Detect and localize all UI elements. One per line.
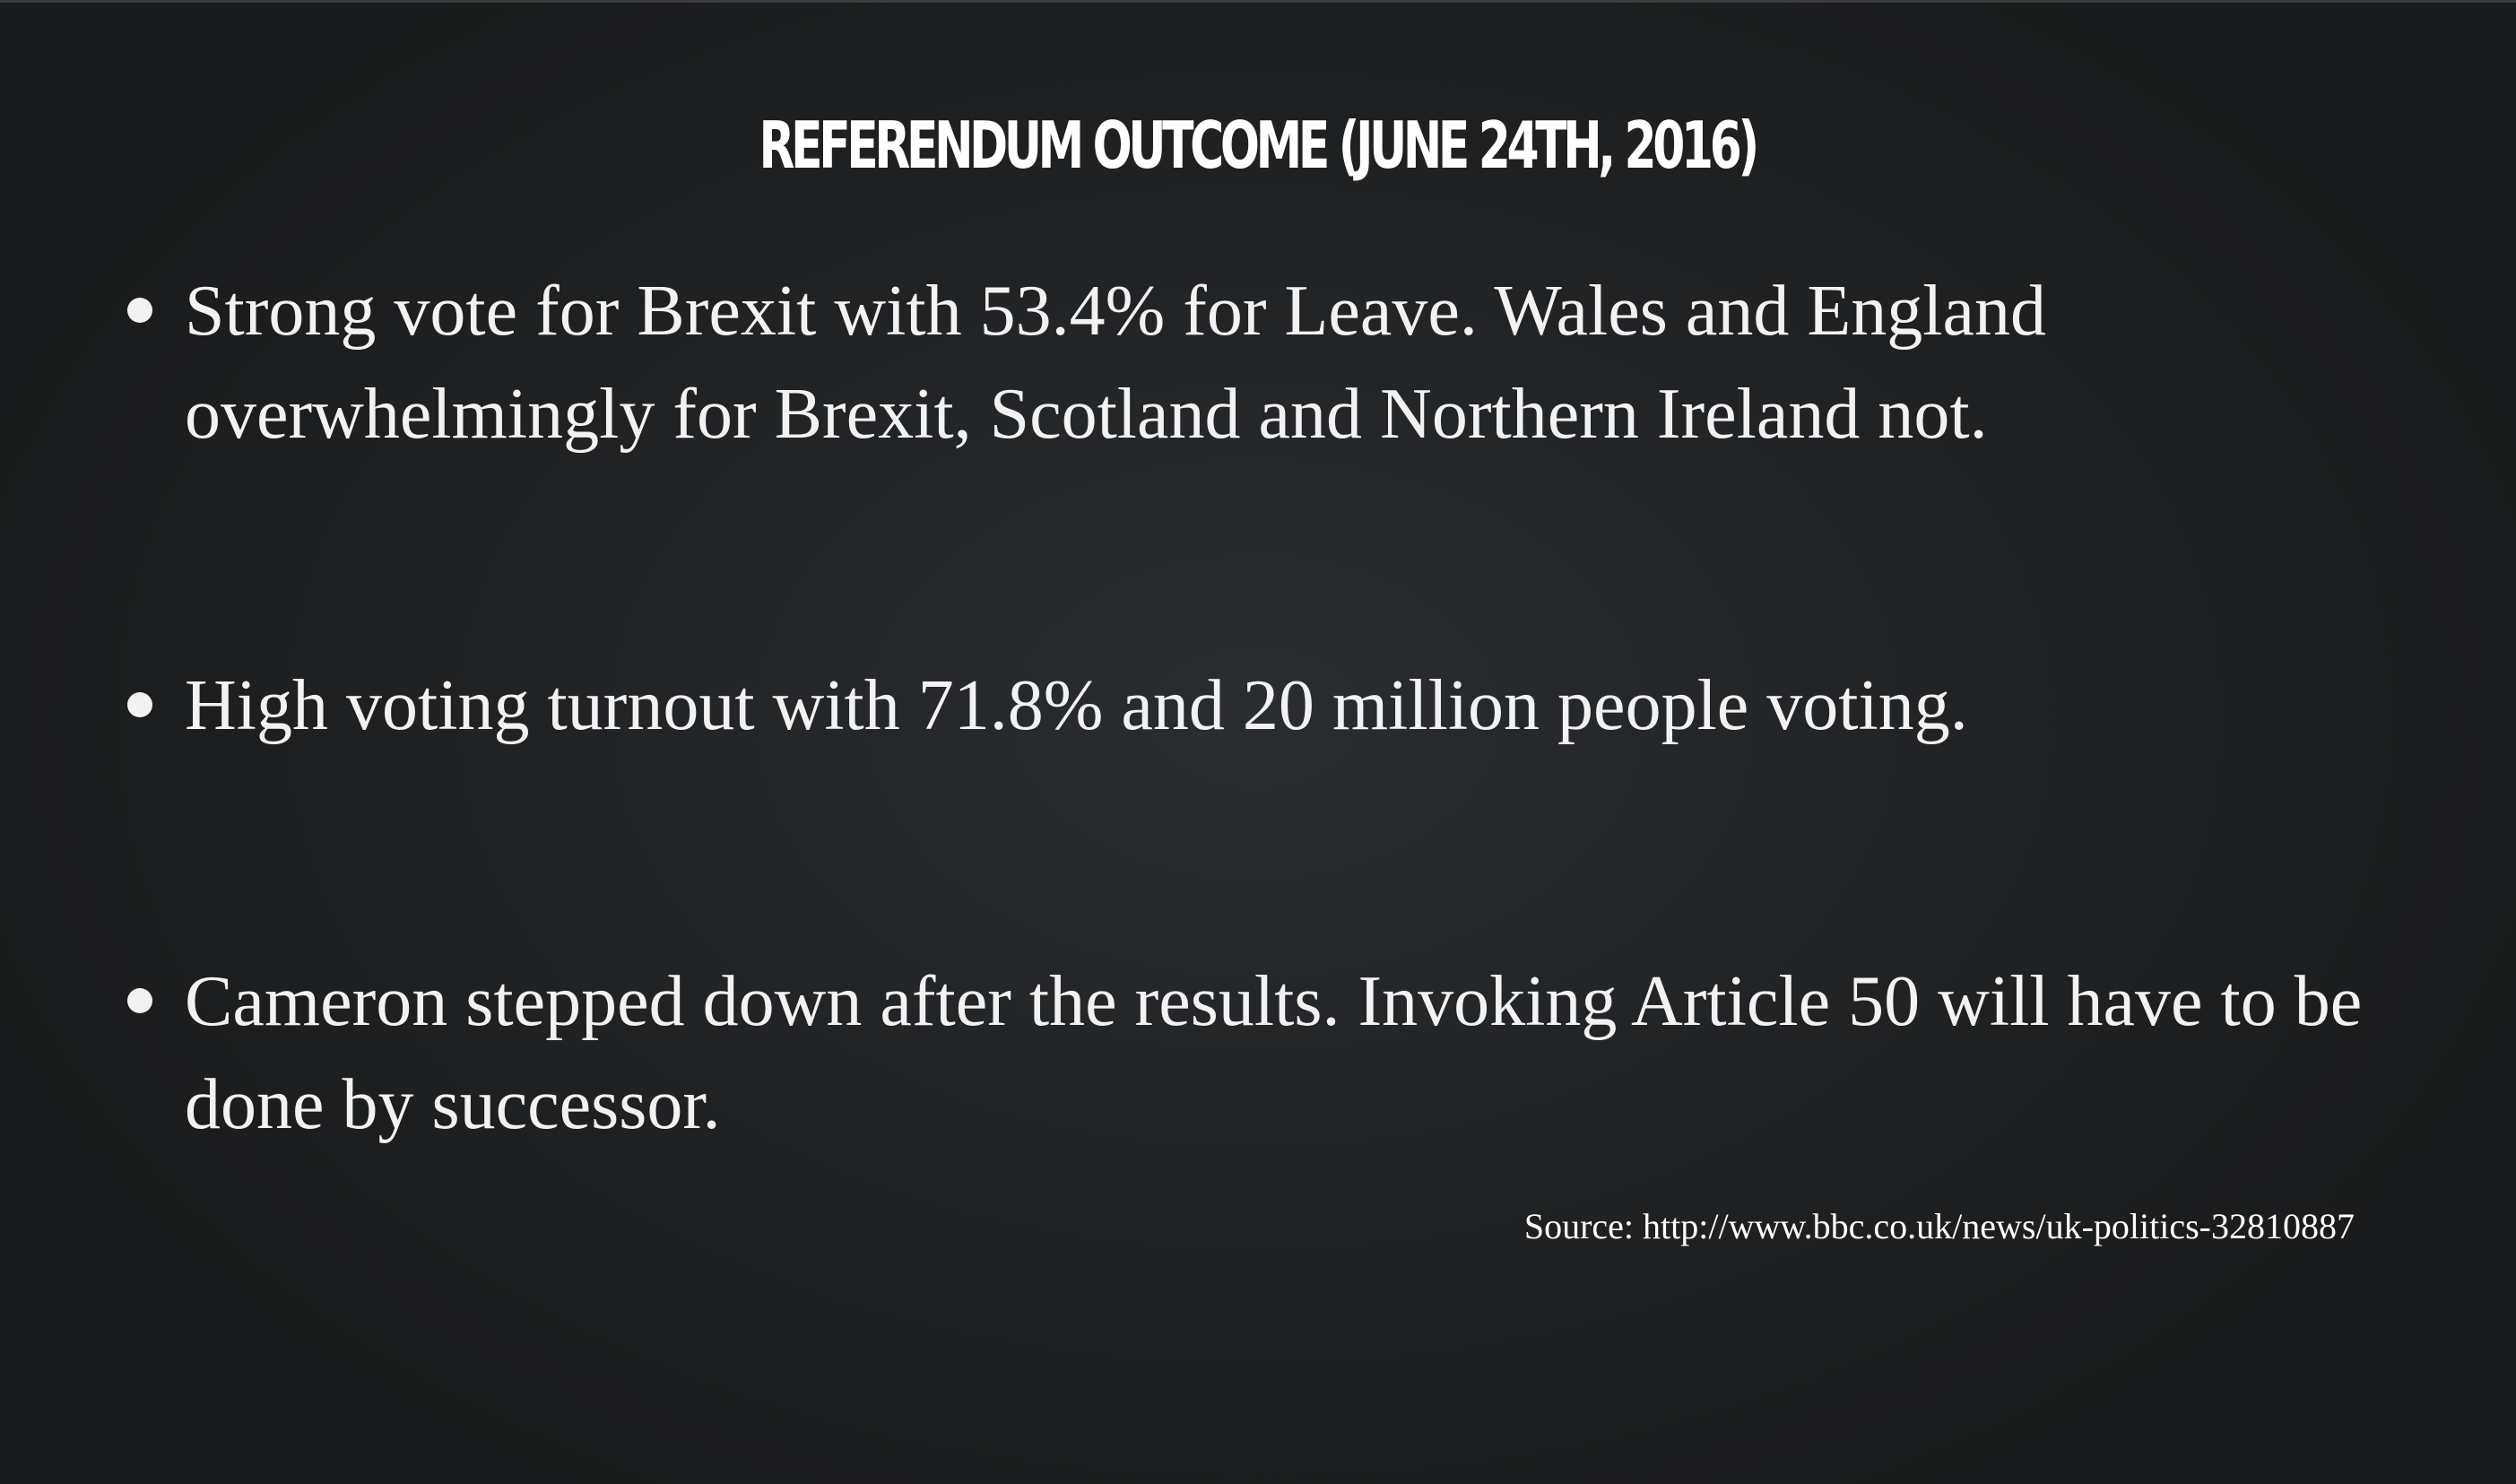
- bullet-dot-icon: [127, 988, 152, 1013]
- source-citation: Source: http://www.bbc.co.uk/news/uk-pol…: [1523, 1206, 2355, 1246]
- bullet-item: High voting turnout with 71.8% and 20 mi…: [127, 655, 2480, 758]
- bullet-text: Strong vote for Brexit with 53.4% for Le…: [185, 272, 2047, 454]
- slide-top-border: [0, 0, 2516, 3]
- slide-title: REFERENDUM OUTCOME (JUNE 24TH, 2016): [759, 108, 1760, 183]
- bullet-item: Strong vote for Brexit with 53.4% for Le…: [127, 260, 2480, 466]
- bullet-text: High voting turnout with 71.8% and 20 mi…: [185, 666, 1968, 745]
- bullet-dot-icon: [127, 692, 152, 717]
- bullet-dot-icon: [127, 298, 152, 323]
- bullet-text: Cameron stepped down after the results. …: [185, 962, 2363, 1144]
- bullet-item: Cameron stepped down after the results. …: [127, 950, 2480, 1157]
